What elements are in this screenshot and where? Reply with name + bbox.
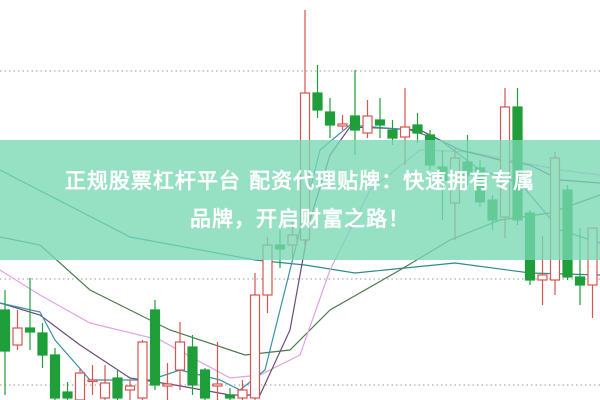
candle-body xyxy=(324,111,336,126)
candle-body xyxy=(337,123,348,127)
candle-body xyxy=(537,274,548,281)
candle-body xyxy=(162,383,173,387)
candle-body xyxy=(12,327,23,346)
candle-body xyxy=(62,391,73,399)
candle-body xyxy=(362,115,373,134)
candle-body xyxy=(87,379,98,383)
candle-body xyxy=(399,126,411,138)
candle-body xyxy=(574,276,586,286)
candle-body xyxy=(99,382,111,399)
candle-body xyxy=(174,341,186,371)
candle-body xyxy=(374,119,386,126)
article-title: 正规股票杠杆平台 配资代理贴牌：快速拥有专属 品牌，开启财富之路！ xyxy=(0,162,600,238)
candle-body xyxy=(0,309,11,352)
title-banner xyxy=(0,140,600,260)
candle-body xyxy=(349,115,361,131)
candle-body xyxy=(312,92,323,111)
candle-body xyxy=(187,346,198,386)
candle-body xyxy=(74,372,86,400)
candle-body xyxy=(212,383,223,387)
title-line-1: 正规股票杠杆平台 配资代理贴牌：快速拥有专属 xyxy=(64,169,536,193)
title-line-2: 品牌，开启财富之路！ xyxy=(190,207,410,231)
candle-body xyxy=(37,332,48,356)
candle-body xyxy=(137,341,148,399)
candle-body xyxy=(124,385,136,391)
candle-body xyxy=(387,129,398,139)
candle-body xyxy=(49,354,61,399)
candle-body xyxy=(237,389,248,399)
candle-body xyxy=(199,369,211,399)
candle-body xyxy=(224,394,236,399)
candle-body xyxy=(149,309,161,386)
candle-body xyxy=(412,124,423,134)
candle-body xyxy=(24,327,36,333)
candle-body xyxy=(249,294,261,399)
candle-body xyxy=(112,377,123,399)
